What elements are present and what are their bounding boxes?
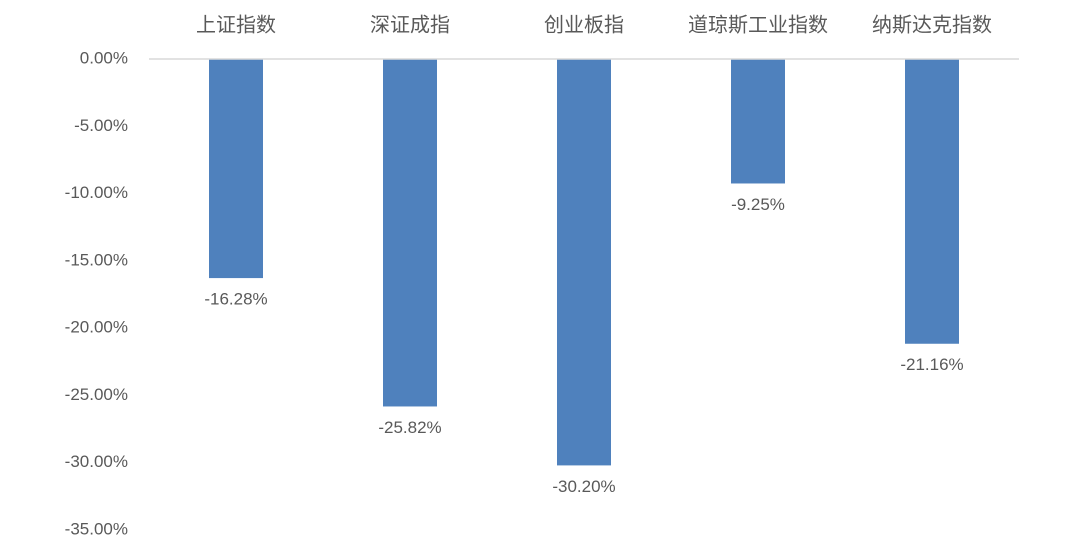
x-tick-label: 道琼斯工业指数: [688, 13, 828, 36]
y-tick-label: -25.00%: [65, 385, 128, 404]
y-tick-label: 0.00%: [80, 48, 128, 67]
value-label: -9.25%: [731, 195, 785, 214]
bar: [731, 59, 785, 184]
y-tick-label: -5.00%: [74, 116, 128, 135]
y-tick-label: -10.00%: [65, 183, 128, 202]
bar: [557, 59, 611, 466]
x-tick-label: 上证指数: [196, 13, 276, 36]
bar: [209, 59, 263, 279]
bar: [383, 59, 437, 407]
x-tick-label: 深证成指: [370, 13, 450, 36]
value-label: -21.16%: [900, 355, 963, 374]
value-label: -16.28%: [204, 290, 267, 309]
y-tick-label: -15.00%: [65, 250, 128, 269]
x-tick-label: 创业板指: [544, 13, 624, 36]
value-label: -25.82%: [378, 418, 441, 437]
x-tick-label: 纳斯达克指数: [872, 13, 992, 36]
value-label: -30.20%: [552, 477, 615, 496]
y-tick-label: -30.00%: [65, 452, 128, 471]
y-tick-label: -20.00%: [65, 318, 128, 337]
y-tick-label: -35.00%: [65, 519, 128, 538]
bar: [905, 59, 959, 344]
